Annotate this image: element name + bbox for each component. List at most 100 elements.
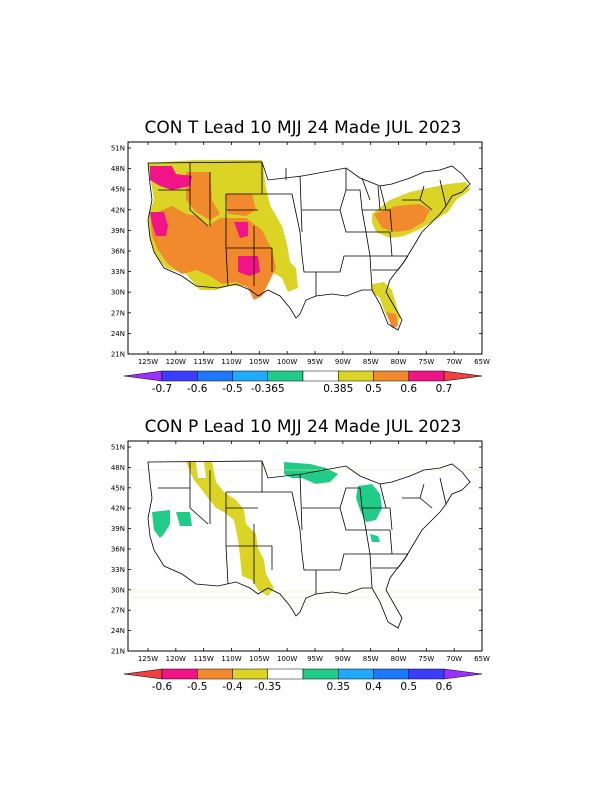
colorbar-swatch	[338, 668, 374, 680]
lat-ticks: 51N 48N 45N 42N 39N 36N 33N 30N 27N 24N 21N	[111, 444, 482, 656]
lat-label: 45N	[111, 484, 125, 492]
colorbar-swatch	[373, 370, 409, 382]
colorbar-cap-left	[123, 370, 163, 382]
colorbar-label: 0.5	[400, 681, 417, 693]
colorbar-label: 0.5	[365, 383, 382, 395]
colorbar-label: -0.365	[251, 383, 285, 395]
lon-label: 75W	[418, 655, 434, 663]
lon-label: 90W	[335, 358, 351, 366]
colorbar-label: -0.4	[222, 681, 243, 693]
colorbar-label: -0.5	[187, 681, 208, 693]
colorbar-swatch	[197, 370, 233, 382]
lat-label: 24N	[111, 330, 125, 338]
colorbar-label: -0.6	[152, 681, 173, 693]
lat-label: 30N	[111, 586, 125, 594]
lon-label: 65W	[474, 358, 490, 366]
lat-label: 51N	[111, 444, 125, 452]
colorbar-swatch	[373, 668, 409, 680]
lon-label: 70W	[446, 655, 462, 663]
region-florida-orange	[386, 312, 398, 328]
region-ca-magenta	[150, 212, 168, 236]
region-wa-magenta	[150, 166, 192, 190]
lat-label: 21N	[111, 648, 125, 656]
lat-label: 24N	[111, 627, 125, 635]
shaded-regions	[148, 160, 470, 328]
colorbar: -0.6 -0.5 -0.4 -0.35 0.35 0.4 0.5 0.6	[123, 668, 483, 693]
lon-label: 65W	[474, 655, 490, 663]
colorbar-swatch	[161, 370, 198, 382]
lat-label: 51N	[111, 145, 125, 153]
lon-label: 120W	[166, 655, 186, 663]
lat-label: 21N	[111, 351, 125, 359]
lon-label: 100W	[277, 358, 297, 366]
colorbar-swatch	[302, 370, 339, 382]
lon-label: 115W	[194, 358, 214, 366]
lon-label: 85W	[363, 655, 379, 663]
lat-label: 36N	[111, 248, 125, 256]
colorbar-swatch	[302, 668, 339, 680]
colorbar-swatch	[267, 370, 304, 382]
lon-label: 70W	[446, 358, 462, 366]
colorbar-cap-right	[443, 370, 483, 382]
region-utah-orange	[226, 194, 256, 216]
lat-label: 36N	[111, 546, 125, 554]
region-rockies-yellow	[186, 462, 274, 596]
colorbar-swatch	[267, 668, 304, 680]
colorbar-swatch	[232, 370, 268, 382]
lat-label: 48N	[111, 464, 125, 472]
colorbar-swatch	[232, 668, 268, 680]
panel-title: CON T Lead 10 MJJ 24 Made JUL 2023	[145, 118, 462, 138]
colorbar-label: 0.6	[400, 383, 417, 395]
lon-label: 125W	[138, 358, 158, 366]
lon-label: 95W	[307, 358, 323, 366]
region-oh-wet	[370, 534, 380, 542]
colorbar-label: -0.7	[152, 383, 173, 395]
lat-label: 33N	[111, 566, 125, 574]
colorbar-cap-left	[123, 668, 163, 680]
lon-label: 95W	[307, 655, 323, 663]
lat-ticks: 51N 48N 45N 42N 39N 36N 33N 30N 27N 24N 21N	[111, 145, 482, 359]
lon-label: 80W	[391, 358, 407, 366]
region-mn-wet	[284, 462, 338, 484]
panel-title: CON P Lead 10 MJJ 24 Made JUL 2023	[145, 417, 462, 437]
colorbar-swatch	[408, 370, 445, 382]
colorbar-label: 0.4	[365, 681, 382, 693]
panel-temperature: CON T Lead 10 MJJ 24 Made JUL 2023	[111, 118, 490, 395]
lon-label: 105W	[249, 358, 269, 366]
colorbar-swatch	[197, 668, 233, 680]
lon-label: 80W	[391, 655, 407, 663]
lat-label: 42N	[111, 505, 125, 513]
lat-label: 27N	[111, 607, 125, 615]
lon-label: 105W	[249, 655, 269, 663]
lon-ticks: 125W 120W 115W 110W 105W 100W 95W 90W 85W 80W 75W 7…	[138, 441, 490, 663]
lon-label: 110W	[221, 655, 241, 663]
region-nv-wet	[176, 512, 192, 526]
lon-ticks: 125W 120W 115W 110W 105W 100W 95W 90W 85W 80W 75W 7…	[138, 142, 490, 366]
lat-label: 39N	[111, 227, 125, 235]
colorbar-cap-right	[443, 668, 483, 680]
lat-label: 42N	[111, 206, 125, 214]
lat-label: 27N	[111, 309, 125, 317]
lat-label: 48N	[111, 165, 125, 173]
map-frame: 51N 48N 45N 42N 39N 36N 33N 30N 27N 24N 21N 125W 12…	[111, 440, 490, 663]
colorbar-label: 0.6	[436, 681, 453, 693]
colorbar-swatch	[338, 370, 374, 382]
colorbar-swatch	[161, 668, 198, 680]
region-west-orange-north	[186, 172, 220, 220]
lon-label: 115W	[194, 655, 214, 663]
colorbar-label: 0.7	[436, 383, 453, 395]
lon-label: 125W	[138, 655, 158, 663]
lat-label: 30N	[111, 289, 125, 297]
lat-label: 39N	[111, 525, 125, 533]
lon-label: 100W	[277, 655, 297, 663]
colorbar-label: -0.6	[187, 383, 208, 395]
region-ca-wet	[152, 510, 170, 538]
colorbar-label: 0.35	[327, 681, 350, 693]
colorbar-label: -0.5	[222, 383, 243, 395]
lon-label: 120W	[166, 358, 186, 366]
lon-label: 85W	[363, 358, 379, 366]
state-outlines	[147, 460, 471, 629]
